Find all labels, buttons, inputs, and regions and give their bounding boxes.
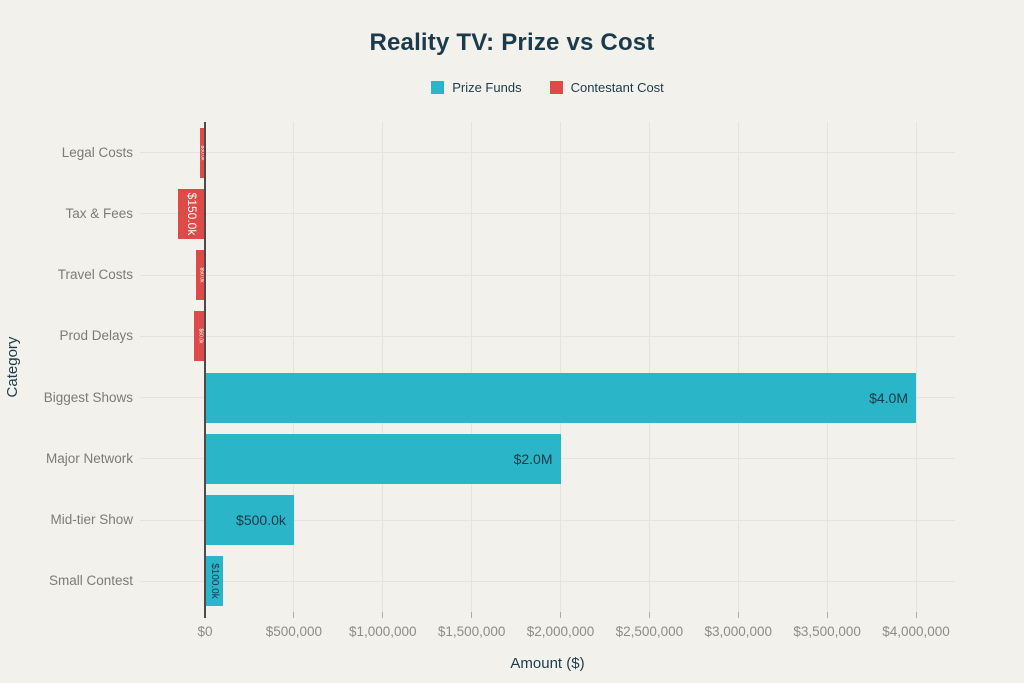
bar-tax-fees: $150.0k bbox=[178, 188, 205, 239]
bar-legal-costs: $30.0k bbox=[199, 127, 206, 178]
x-tick-label: $0 bbox=[197, 624, 213, 639]
bar-value-label: $100.0k bbox=[208, 563, 220, 600]
gridline bbox=[826, 122, 828, 612]
bar-prod-delays: $60.0k bbox=[194, 311, 205, 362]
chart-title: Reality TV: Prize vs Cost bbox=[369, 29, 655, 56]
gridline bbox=[737, 122, 739, 612]
category-label-major-network: Major Network bbox=[45, 450, 133, 466]
gridline bbox=[140, 152, 955, 154]
axis-tick bbox=[737, 612, 739, 618]
zero-axis-line bbox=[204, 122, 206, 618]
gridline bbox=[648, 122, 650, 612]
bar-value-label: $50.0k bbox=[198, 267, 205, 283]
x-tick-label: $4,000,000 bbox=[882, 624, 950, 639]
bar-small-contest: $100.0k bbox=[205, 556, 223, 607]
bar-mid-tier-show: $500.0k bbox=[205, 495, 294, 546]
legend-item-prize-funds: Prize Funds bbox=[431, 80, 522, 95]
axis-tick bbox=[560, 612, 561, 618]
x-tick-label: $500,000 bbox=[265, 624, 323, 639]
gridline bbox=[140, 213, 955, 215]
gridline bbox=[915, 122, 917, 612]
bar-value-label: $60.0k bbox=[197, 328, 204, 344]
category-label-tax-fees: Tax & Fees bbox=[65, 205, 133, 221]
legend-item-contestant-cost: Contestant Cost bbox=[549, 80, 664, 95]
bar-value-label: $150.0k bbox=[184, 192, 199, 236]
prize-funds-swatch-icon bbox=[431, 81, 445, 94]
category-label-biggest-shows: Biggest Shows bbox=[43, 389, 133, 405]
category-label-legal-costs: Legal Costs bbox=[61, 144, 133, 160]
bar-biggest-shows: $4.0M bbox=[205, 372, 916, 423]
legend: Prize Funds Contestant Cost bbox=[140, 80, 955, 95]
bar-major-network: $2.0M bbox=[205, 433, 561, 484]
gridline bbox=[140, 335, 955, 337]
gridline bbox=[140, 274, 955, 276]
x-tick-label: $1,500,000 bbox=[437, 624, 506, 639]
axis-tick bbox=[915, 612, 917, 618]
bar-value-label: $500.0k bbox=[236, 512, 286, 529]
legend-label-prize-funds: Prize Funds bbox=[452, 80, 522, 95]
x-tick-label: $3,000,000 bbox=[704, 624, 773, 639]
category-label-mid-tier-show: Mid-tier Show bbox=[50, 512, 133, 528]
legend-label-contestant-cost: Contestant Cost bbox=[570, 80, 664, 95]
x-tick-label: $3,500,000 bbox=[793, 624, 861, 639]
axis-tick bbox=[471, 612, 473, 618]
gridline bbox=[140, 580, 955, 582]
axis-tick bbox=[293, 612, 295, 618]
axis-tick bbox=[648, 612, 650, 618]
axis-tick bbox=[826, 612, 828, 618]
x-tick-label: $2,000,000 bbox=[526, 624, 595, 639]
contestant-cost-swatch-icon bbox=[549, 81, 563, 94]
category-label-small-contest: Small Contest bbox=[48, 573, 133, 589]
category-label-travel-costs: Travel Costs bbox=[57, 267, 133, 283]
x-axis-title: Amount ($) bbox=[510, 655, 585, 672]
gridline bbox=[382, 122, 384, 612]
gridline bbox=[471, 122, 473, 612]
x-tick-label: $1,000,000 bbox=[348, 624, 417, 639]
plot-area: $0 $500,000 $1,000,000 $1,500,000 $2,000,000… bbox=[140, 122, 955, 639]
gridline bbox=[560, 122, 561, 612]
bar-value-label: $2.0M bbox=[513, 450, 553, 467]
category-label-prod-delays: Prod Delays bbox=[59, 328, 133, 344]
axis-tick bbox=[382, 612, 384, 618]
x-tick-label: $2,500,000 bbox=[615, 624, 684, 639]
bar-value-label: $4.0M bbox=[869, 389, 908, 406]
gridline bbox=[140, 519, 955, 521]
gridline bbox=[293, 122, 295, 612]
bar-travel-costs: $50.0k bbox=[196, 250, 205, 301]
